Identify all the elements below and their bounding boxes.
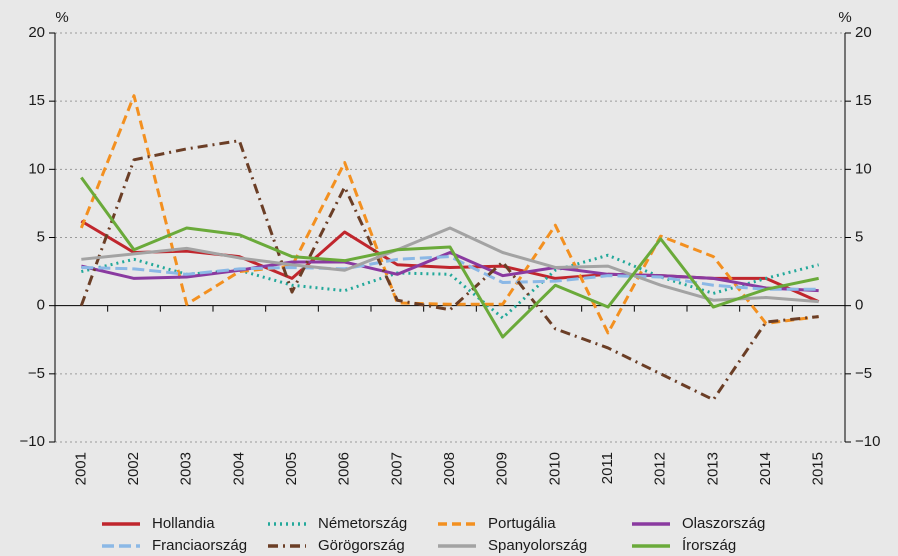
x-tick-label: 2006	[336, 452, 353, 485]
series-line	[79, 94, 819, 335]
legend-label: Hollandia	[152, 515, 215, 532]
y-tick-label: −5	[28, 365, 45, 382]
legend-label: Görögország	[318, 537, 405, 554]
legend-label: Németország	[318, 515, 407, 532]
series-line	[81, 226, 819, 304]
y2-tick-label: −10	[855, 433, 880, 450]
x-tick-label: 2004	[230, 452, 247, 485]
x-tick-label: 2001	[72, 452, 89, 485]
x-tick-label: 2015	[810, 452, 827, 485]
x-tick-label: 2007	[388, 452, 405, 485]
x-tick-label: 2009	[494, 452, 511, 485]
x-tick-label: 2005	[283, 452, 300, 485]
x-tick-label: 2012	[652, 452, 669, 485]
y2-tick-label: 15	[855, 92, 872, 109]
y-tick-label: 20	[28, 24, 45, 41]
series-line	[80, 250, 819, 293]
legend-label: Franciaország	[152, 537, 247, 554]
y-axis-label: %	[55, 9, 68, 26]
x-tick-label: 2011	[599, 452, 616, 484]
x-tick-label: 2008	[441, 452, 458, 485]
y-tick-label: 15	[28, 92, 45, 109]
y2-tick-label: 20	[855, 24, 872, 41]
series-line	[79, 139, 819, 402]
x-tick-label: 2003	[178, 452, 195, 485]
y2-tick-label: 10	[855, 160, 872, 177]
series-line	[80, 176, 819, 339]
y2-tick-label: 0	[855, 297, 863, 314]
y-tick-label: 10	[28, 160, 45, 177]
legend-label: Portugália	[488, 515, 556, 532]
x-tick-label: 2013	[704, 452, 721, 485]
y2-tick-label: −5	[855, 365, 872, 382]
y-tick-label: −10	[20, 433, 45, 450]
y2-tick-label: 5	[855, 228, 863, 245]
x-tick-label: 2014	[757, 452, 774, 485]
x-tick-label: 2002	[125, 452, 142, 485]
y2-axis-label: %	[838, 9, 851, 26]
legend-label: Olaszország	[682, 515, 765, 532]
legend-label: Spanyolország	[488, 537, 587, 554]
x-tick-label: 2010	[546, 452, 563, 485]
y-tick-label: 5	[37, 228, 45, 245]
legend-label: Írország	[682, 537, 736, 554]
y-tick-label: 0	[37, 297, 45, 314]
